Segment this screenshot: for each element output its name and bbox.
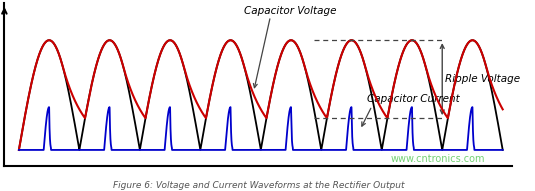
Text: www.cntronics.com: www.cntronics.com [391,154,485,164]
Text: Figure 6: Voltage and Current Waveforms at the Rectifier Output: Figure 6: Voltage and Current Waveforms … [113,181,404,190]
Text: Capacitor Voltage: Capacitor Voltage [243,6,336,16]
Text: Capacitor Current: Capacitor Current [367,94,460,104]
Text: Ripple Voltage: Ripple Voltage [445,74,520,84]
